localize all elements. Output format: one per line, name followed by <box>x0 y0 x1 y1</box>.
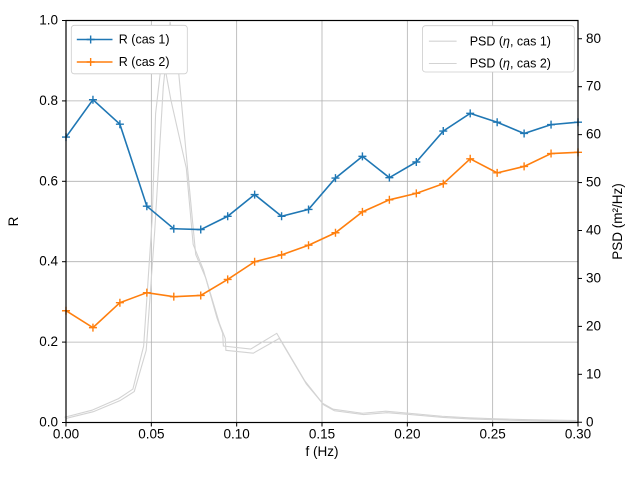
svg-text:0.6: 0.6 <box>39 173 58 188</box>
svg-text:0.10: 0.10 <box>224 427 250 442</box>
svg-text:70: 70 <box>586 79 601 94</box>
svg-text:0: 0 <box>586 414 594 429</box>
svg-text:0.0: 0.0 <box>39 415 58 430</box>
svg-text:50: 50 <box>586 175 601 190</box>
svg-text:0.8: 0.8 <box>39 93 58 108</box>
svg-text:1.0: 1.0 <box>39 13 58 28</box>
svg-text:80: 80 <box>586 31 601 46</box>
svg-text:20: 20 <box>586 318 601 333</box>
svg-text:0.25: 0.25 <box>480 427 506 442</box>
svg-text:0.2: 0.2 <box>39 334 58 349</box>
svg-text:f (Hz): f (Hz) <box>306 444 339 459</box>
svg-text:PSD (η, cas 2): PSD (η, cas 2) <box>470 57 551 71</box>
svg-text:0.20: 0.20 <box>394 427 420 442</box>
svg-text:0.15: 0.15 <box>309 427 335 442</box>
svg-text:60: 60 <box>586 127 601 142</box>
svg-text:R: R <box>6 216 21 226</box>
svg-text:0.05: 0.05 <box>138 427 164 442</box>
svg-text:R (cas 2): R (cas 2) <box>119 55 170 69</box>
svg-text:40: 40 <box>586 223 601 238</box>
svg-text:30: 30 <box>586 270 601 285</box>
svg-text:0.4: 0.4 <box>39 254 58 269</box>
svg-text:PSD (η, cas 1): PSD (η, cas 1) <box>470 34 551 48</box>
svg-text:R (cas 1): R (cas 1) <box>119 32 170 46</box>
svg-text:PSD (m²/Hz): PSD (m²/Hz) <box>610 183 625 260</box>
svg-text:10: 10 <box>586 366 601 381</box>
